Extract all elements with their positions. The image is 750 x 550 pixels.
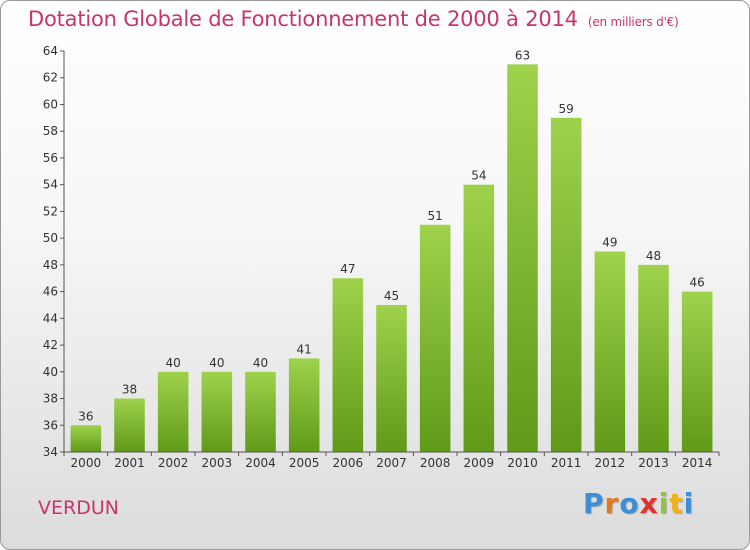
bar-value-label: 45	[384, 289, 399, 303]
y-tick-label: 58	[43, 124, 58, 138]
x-tick-label: 2001	[114, 456, 145, 470]
chart-title: Dotation Globale de Fonctionnement de 20…	[28, 7, 679, 31]
x-tick-label: 2011	[551, 456, 582, 470]
place-name: VERDUN	[38, 497, 119, 519]
y-tick-label: 48	[43, 258, 58, 272]
x-tick-label: 2008	[420, 456, 451, 470]
bar	[419, 224, 451, 452]
bar-value-label: 40	[166, 356, 181, 370]
y-tick-label: 34	[43, 445, 58, 459]
x-tick-label: 2007	[376, 456, 407, 470]
y-tick-label: 36	[43, 418, 58, 432]
bar	[638, 264, 669, 452]
bar-value-label: 48	[646, 249, 661, 263]
x-tick-label: 2010	[507, 456, 538, 470]
bars: 36 38 40 40 40 41 47 45 51 54 63 59 49 48 46	[70, 48, 713, 452]
bar	[332, 278, 364, 452]
bar	[288, 358, 320, 452]
y-axis: 34 36 38 40 42 44 46 48 50 52 54 56 58 60 62 64	[43, 44, 65, 459]
bar-value-label: 49	[602, 236, 617, 250]
y-tick-label: 56	[43, 151, 58, 165]
bar-value-label: 63	[515, 48, 530, 62]
bar-value-label: 47	[340, 262, 355, 276]
bar	[114, 398, 145, 452]
logo-letter: i	[683, 487, 695, 520]
bar-value-label: 40	[209, 356, 224, 370]
bar-value-label: 40	[253, 356, 268, 370]
y-tick-label: 38	[43, 392, 58, 406]
chart-unit: (en milliers d'€)	[587, 15, 679, 29]
logo-letter: i	[658, 487, 670, 520]
y-tick-label: 62	[43, 71, 58, 85]
y-tick-label: 60	[43, 97, 58, 111]
x-tick-label: 2000	[71, 456, 102, 470]
x-tick-label: 2012	[595, 456, 626, 470]
bar-value-label: 38	[122, 383, 137, 397]
y-tick-label: 54	[43, 178, 58, 192]
proxiti-logo: Proxiti	[583, 487, 694, 520]
bar-value-label: 51	[428, 209, 443, 223]
y-tick-label: 42	[43, 338, 58, 352]
y-tick-label: 40	[43, 365, 58, 379]
bar	[376, 304, 407, 452]
bar	[201, 371, 233, 452]
bar-value-label: 36	[78, 409, 93, 423]
y-tick-label: 46	[43, 285, 58, 299]
bar	[681, 291, 713, 452]
bar-value-label: 54	[471, 169, 486, 183]
y-tick-label: 52	[43, 204, 58, 218]
bar-value-label: 59	[559, 102, 574, 116]
bar	[594, 251, 626, 452]
bar	[70, 425, 102, 452]
y-tick-label: 50	[43, 231, 58, 245]
bar-value-label: 46	[690, 276, 705, 290]
chart-title-text: Dotation Globale de Fonctionnement de 20…	[28, 7, 578, 31]
x-tick-label: 2006	[333, 456, 364, 470]
x-tick-label: 2005	[289, 456, 320, 470]
x-tick-label: 2004	[245, 456, 276, 470]
logo-letter: P	[583, 487, 605, 520]
x-axis: 2000 2001 2002 2003 2004 2005 2006 2007 2008 2009…	[63, 451, 720, 470]
logo-letter: t	[669, 487, 684, 520]
bar	[507, 64, 538, 452]
bar-value-label: 41	[297, 342, 312, 356]
x-tick-label: 2014	[682, 456, 713, 470]
bar	[157, 371, 189, 452]
bar	[550, 117, 582, 452]
x-tick-label: 2003	[202, 456, 233, 470]
x-tick-label: 2013	[638, 456, 669, 470]
logo-letter: o	[619, 487, 640, 520]
x-tick-label: 2009	[464, 456, 495, 470]
bar	[245, 371, 276, 452]
y-tick-label: 64	[43, 44, 58, 58]
y-tick-label: 44	[43, 311, 58, 325]
logo-letter: x	[639, 487, 659, 520]
bar	[463, 184, 495, 452]
logo-letter: r	[604, 487, 620, 520]
x-tick-label: 2002	[158, 456, 189, 470]
